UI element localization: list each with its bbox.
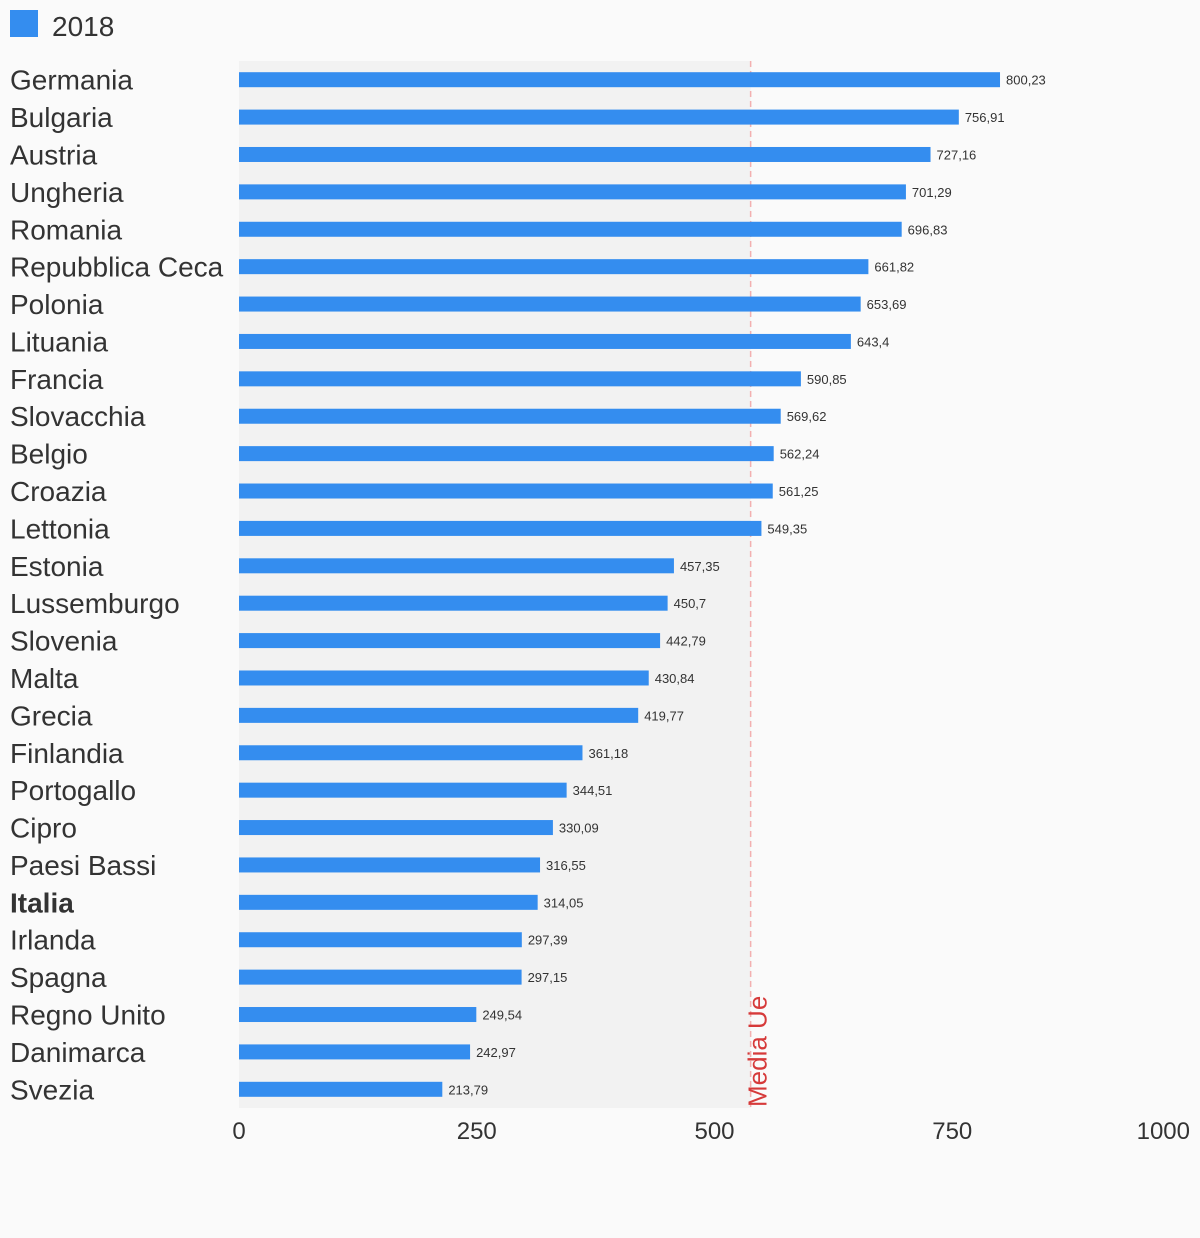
- category-label: Irlanda: [10, 925, 96, 956]
- value-label: 590,85: [807, 372, 847, 387]
- value-label: 316,55: [546, 858, 586, 873]
- value-label: 727,16: [937, 147, 977, 162]
- category-label: Lettonia: [10, 513, 110, 544]
- value-label: 549,35: [767, 521, 807, 536]
- category-label: Polonia: [10, 289, 104, 320]
- reference-line-label: Media Ue: [743, 996, 773, 1107]
- category-label: Danimarca: [10, 1037, 146, 1068]
- tick-label: 500: [694, 1118, 734, 1145]
- bar: [239, 483, 773, 499]
- value-label: 242,97: [476, 1045, 516, 1060]
- value-label: 330,09: [559, 821, 599, 836]
- value-label: 297,39: [528, 933, 568, 948]
- category-label: Austria: [10, 139, 98, 170]
- bar: [239, 820, 553, 836]
- bar: [239, 408, 781, 424]
- category-label: Regno Unito: [10, 1000, 166, 1031]
- value-label: 701,29: [912, 185, 952, 200]
- value-label: 756,91: [965, 110, 1005, 125]
- category-label: Svezia: [10, 1074, 94, 1105]
- category-labels: Germania Bulgaria Austria Ungheria Romania Re…: [10, 65, 224, 1106]
- category-label: Croazia: [10, 476, 107, 507]
- value-label: 442,79: [666, 634, 706, 649]
- value-labels: 800,23 756,91 727,16 701,29 696,83 661,82 653,…: [448, 73, 1045, 1098]
- category-label: Lituania: [10, 326, 109, 357]
- bar: [239, 333, 851, 349]
- category-label: Portogallo: [10, 775, 136, 806]
- tick-label: 750: [932, 1118, 972, 1145]
- category-label: Slovenia: [10, 626, 118, 657]
- value-label: 361,18: [588, 746, 628, 761]
- bar: [239, 221, 902, 237]
- bar: [239, 446, 774, 462]
- legend-swatch: [10, 10, 38, 37]
- category-label: Spagna: [10, 962, 107, 993]
- category-label: Malta: [10, 663, 79, 694]
- bars: [239, 72, 1001, 1097]
- category-label: Finlandia: [10, 738, 124, 769]
- value-label: 450,7: [674, 596, 707, 611]
- value-label: 344,51: [573, 783, 613, 798]
- category-label: Slovacchia: [10, 401, 146, 432]
- value-label: 562,24: [780, 447, 820, 462]
- tick-label: 0: [232, 1118, 245, 1145]
- tick-label: 1000: [1137, 1118, 1190, 1145]
- x-axis-ticks: 0 250 500 750 1000: [232, 1118, 1190, 1145]
- value-label: 457,35: [680, 559, 720, 574]
- value-label: 297,15: [528, 970, 568, 985]
- bar: [239, 1081, 443, 1097]
- category-label: Italia: [10, 887, 74, 918]
- category-label: Belgio: [10, 439, 88, 470]
- value-label: 213,79: [448, 1082, 488, 1097]
- value-label: 430,84: [655, 671, 695, 686]
- legend-label: 2018: [52, 11, 114, 42]
- bar: [239, 969, 522, 985]
- category-label: Ungheria: [10, 177, 124, 208]
- bar: [239, 109, 959, 125]
- bar: [239, 1044, 471, 1060]
- value-label: 653,69: [867, 297, 907, 312]
- value-label: 800,23: [1006, 73, 1046, 88]
- bar: [239, 894, 538, 910]
- bar: [239, 184, 906, 200]
- bar: [239, 146, 931, 162]
- bar: [239, 633, 661, 649]
- category-label: Grecia: [10, 700, 93, 731]
- value-label: 561,25: [779, 484, 819, 499]
- value-label: 661,82: [874, 260, 914, 275]
- legend: 2018: [10, 10, 114, 42]
- bar: [239, 745, 583, 761]
- category-label: Estonia: [10, 551, 104, 582]
- value-label: 696,83: [908, 222, 948, 237]
- bar: [239, 371, 801, 387]
- category-label: Lussemburgo: [10, 588, 180, 619]
- bar: [239, 558, 674, 574]
- bar: [239, 670, 649, 686]
- bar: [239, 932, 522, 948]
- value-label: 569,62: [787, 409, 827, 424]
- category-label: Repubblica Ceca: [10, 252, 224, 283]
- shaded-band: [239, 61, 751, 1108]
- bar: [239, 857, 541, 873]
- tick-label: 250: [457, 1118, 497, 1145]
- category-label: Germania: [10, 65, 133, 96]
- bar: [239, 296, 861, 312]
- category-label: Romania: [10, 214, 122, 245]
- value-label: 643,4: [857, 334, 890, 349]
- bar: [239, 595, 668, 611]
- bar: [239, 520, 762, 536]
- category-label: Francia: [10, 364, 104, 395]
- value-label: 314,05: [544, 895, 584, 910]
- value-label: 249,54: [482, 1008, 522, 1023]
- category-label: Paesi Bassi: [10, 850, 156, 881]
- bar: [239, 707, 639, 723]
- bar: [239, 782, 567, 798]
- category-label: Bulgaria: [10, 102, 113, 133]
- category-label: Cipro: [10, 813, 77, 844]
- value-label: 419,77: [644, 708, 684, 723]
- bar: [239, 72, 1001, 88]
- bar: [239, 1007, 477, 1023]
- bar: [239, 259, 869, 275]
